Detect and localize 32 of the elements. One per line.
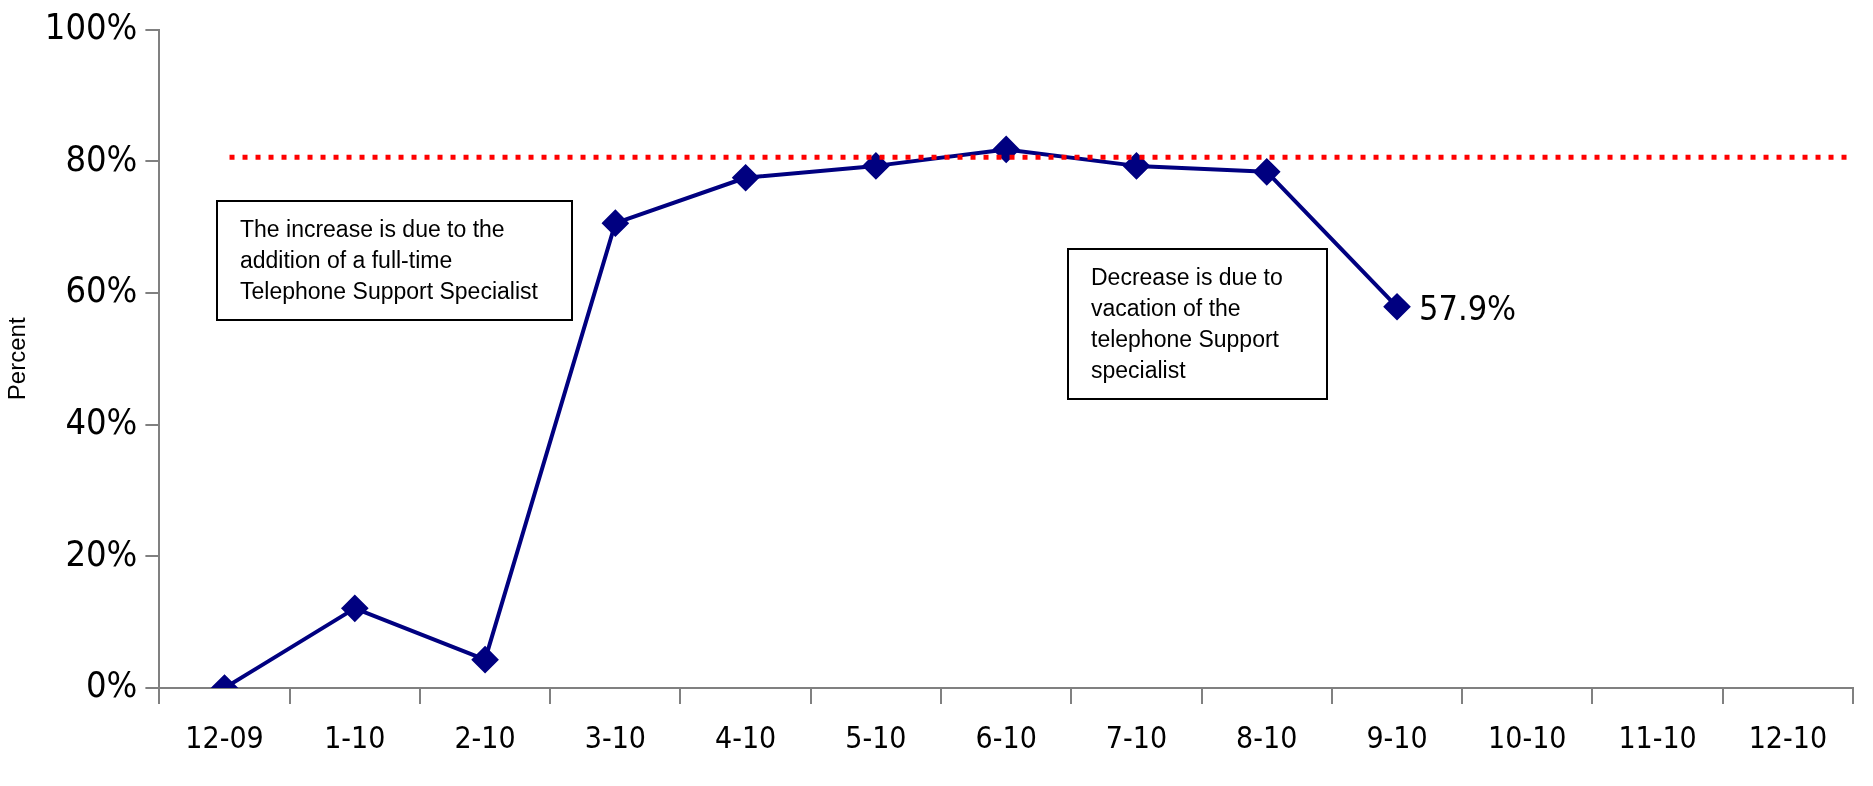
point — [862, 152, 889, 179]
x-tick-label: 6-10 — [975, 719, 1037, 755]
x-tick-label: 4-10 — [715, 719, 777, 755]
y-tick-label: 0% — [85, 664, 138, 706]
point — [602, 210, 629, 237]
x-tick-label: 9-10 — [1366, 719, 1428, 755]
x-tick-label: 8-10 — [1236, 719, 1298, 755]
x-tick-label: 11-10 — [1618, 719, 1697, 755]
note-box: The increase is due to the addition of a full-time Telephone Support Specialist — [216, 200, 573, 321]
y-tick-label: 60% — [65, 269, 138, 311]
x-tick-label: 5-10 — [845, 719, 907, 755]
x-tick-label: 7-10 — [1105, 719, 1168, 755]
y-axis-title: Percent — [3, 317, 31, 401]
x-tick-label: 12-09 — [185, 719, 264, 755]
y-tick-label: 100% — [44, 5, 138, 47]
y-tick-label: 80% — [65, 137, 138, 179]
y-tick-label: 40% — [65, 401, 138, 442]
note-box: Decrease is due to vacation of the telephone Support specialist — [1067, 248, 1328, 400]
x-tick-label: 3-10 — [584, 719, 646, 755]
x-tick-label: 1-10 — [324, 719, 386, 755]
x-tick-label: 10-10 — [1488, 719, 1567, 755]
point — [341, 595, 368, 622]
point — [1123, 152, 1150, 179]
point — [732, 164, 759, 191]
point — [1384, 293, 1411, 320]
point — [472, 646, 499, 673]
y-tick-label: 20% — [65, 532, 138, 574]
point — [993, 136, 1020, 163]
x-tick-label: 12-10 — [1748, 719, 1828, 755]
point — [1253, 158, 1280, 185]
data-label: 57.9% — [1419, 287, 1517, 328]
x-tick-label: 2-10 — [454, 719, 516, 755]
